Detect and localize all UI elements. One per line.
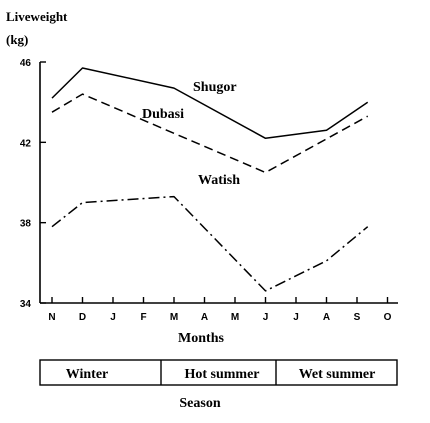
series-label-shugor: Shugor — [193, 80, 237, 95]
y-tick-label: 34 — [20, 299, 32, 310]
y-ticks: 34 38 42 46 — [20, 58, 46, 310]
x-tick-label: J — [110, 312, 116, 323]
x-tick-label: S — [354, 312, 361, 323]
x-axis-title: Months — [178, 331, 224, 346]
season-hot-summer: Hot summer — [184, 367, 259, 382]
x-tick-label: N — [48, 312, 55, 323]
series-label-dubasi: Dubasi — [142, 107, 184, 122]
y-tick-label: 46 — [20, 58, 32, 69]
season-wet-summer: Wet summer — [299, 367, 376, 382]
x-tick-label: A — [201, 312, 208, 323]
series-label-watish: Watish — [198, 173, 240, 188]
series-line-watish — [51, 195, 369, 292]
x-tick-label: O — [384, 312, 392, 323]
x-tick-label: M — [170, 312, 178, 323]
y-axis-label-line2: (kg) — [6, 32, 28, 47]
series-line-dubasi — [51, 93, 369, 174]
x-tick-label: J — [293, 312, 299, 323]
x-tick-label: A — [323, 312, 330, 323]
x-tick-label: D — [79, 312, 86, 323]
season-bar-frame — [39, 359, 398, 386]
x-tick-label: J — [263, 312, 269, 323]
season-winter: Winter — [66, 367, 109, 382]
series-lines — [51, 67, 369, 292]
season-bar: Winter Hot summer Wet summer — [39, 359, 398, 386]
plot-frame — [39, 62, 398, 304]
x-tick-label: F — [140, 312, 146, 323]
series-line-shugor — [51, 67, 369, 140]
y-tick-label: 42 — [20, 138, 32, 149]
y-axis-label-line1: Liveweight — [6, 9, 68, 24]
x-tick-label: M — [231, 312, 239, 323]
season-title: Season — [179, 396, 220, 411]
y-tick-label: 38 — [20, 219, 32, 230]
